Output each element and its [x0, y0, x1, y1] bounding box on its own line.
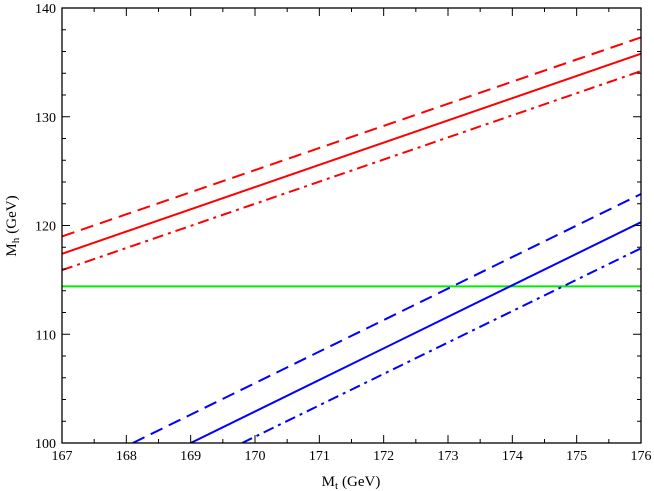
- y-tick-label: 120: [35, 220, 56, 235]
- x-tick-label: 174: [502, 449, 523, 464]
- x-tick-label: 172: [373, 449, 394, 464]
- series-line-1: [62, 36, 641, 238]
- y-axis-title-sub: h: [10, 237, 22, 243]
- plot-frame: [61, 7, 642, 444]
- x-tick-label: 167: [52, 449, 73, 464]
- y-tick-label: 110: [36, 328, 56, 343]
- series-layer: [62, 36, 641, 443]
- x-axis-title: Mt (GeV): [322, 474, 381, 491]
- y-axis-title-main: M: [4, 243, 20, 256]
- series-line-3: [62, 70, 641, 272]
- x-tick-label: 175: [566, 449, 587, 464]
- x-tick-label: 168: [116, 449, 137, 464]
- y-tick-label: 100: [35, 437, 56, 452]
- series-line-5: [132, 193, 641, 443]
- y-tick-label: 140: [35, 2, 56, 17]
- y-axis-title: Mh (GeV): [4, 195, 22, 256]
- x-tick-label: 173: [438, 449, 459, 464]
- x-tick-label: 169: [180, 449, 201, 464]
- tick-layer: 167 168 169 170 171 172 173 174 175 176 100 110 120 1…: [35, 2, 652, 464]
- x-tick-label: 170: [245, 449, 266, 464]
- x-axis-title-sub: t: [335, 480, 338, 491]
- series-line-6: [190, 221, 641, 443]
- series-line-7: [241, 247, 641, 443]
- x-axis-title-main: M: [322, 474, 335, 490]
- y-tick-label: 130: [35, 111, 56, 126]
- x-tick-label: 171: [309, 449, 330, 464]
- y-axis-title-unit: (GeV): [4, 195, 20, 233]
- x-axis-title-unit: (GeV): [342, 474, 380, 490]
- x-tick-label: 176: [631, 449, 652, 464]
- series-line-2: [62, 52, 641, 255]
